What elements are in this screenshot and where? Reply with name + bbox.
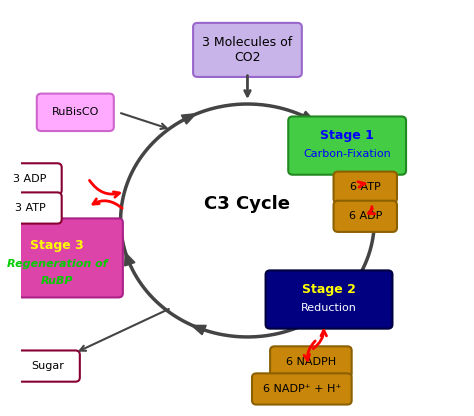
FancyBboxPatch shape xyxy=(0,163,62,195)
FancyBboxPatch shape xyxy=(252,374,352,404)
Text: Stage 3: Stage 3 xyxy=(30,239,84,252)
Text: 6 NADP⁺ + H⁺: 6 NADP⁺ + H⁺ xyxy=(263,384,341,394)
FancyBboxPatch shape xyxy=(0,218,123,297)
FancyBboxPatch shape xyxy=(265,270,392,329)
Text: RuBisCO: RuBisCO xyxy=(52,107,99,117)
FancyBboxPatch shape xyxy=(270,346,352,378)
Text: Reduction: Reduction xyxy=(301,303,357,313)
Text: 6 ATP: 6 ATP xyxy=(350,182,381,192)
FancyBboxPatch shape xyxy=(193,23,302,77)
FancyBboxPatch shape xyxy=(334,201,397,232)
Polygon shape xyxy=(301,111,315,121)
FancyBboxPatch shape xyxy=(17,350,80,382)
Text: 6 NADPH: 6 NADPH xyxy=(286,357,336,367)
FancyBboxPatch shape xyxy=(37,94,114,131)
FancyBboxPatch shape xyxy=(334,171,397,203)
Polygon shape xyxy=(182,114,196,124)
Text: Stage 1: Stage 1 xyxy=(320,129,374,142)
Text: Sugar: Sugar xyxy=(32,361,64,371)
FancyBboxPatch shape xyxy=(0,192,62,224)
Text: 3 ADP: 3 ADP xyxy=(13,174,46,184)
Text: 3 ATP: 3 ATP xyxy=(15,203,46,213)
Polygon shape xyxy=(125,253,135,266)
Text: Stage 2: Stage 2 xyxy=(302,282,356,296)
Text: 6 ADP: 6 ADP xyxy=(348,211,382,221)
Text: RuBP: RuBP xyxy=(41,276,73,286)
Text: 3 Molecules of
CO2: 3 Molecules of CO2 xyxy=(202,36,292,64)
Polygon shape xyxy=(313,310,327,321)
Text: Carbon-Fixation: Carbon-Fixation xyxy=(303,149,391,159)
FancyBboxPatch shape xyxy=(288,116,406,175)
Text: C3 Cycle: C3 Cycle xyxy=(204,195,291,213)
Text: Regeneration of: Regeneration of xyxy=(7,259,108,269)
Polygon shape xyxy=(191,325,206,334)
